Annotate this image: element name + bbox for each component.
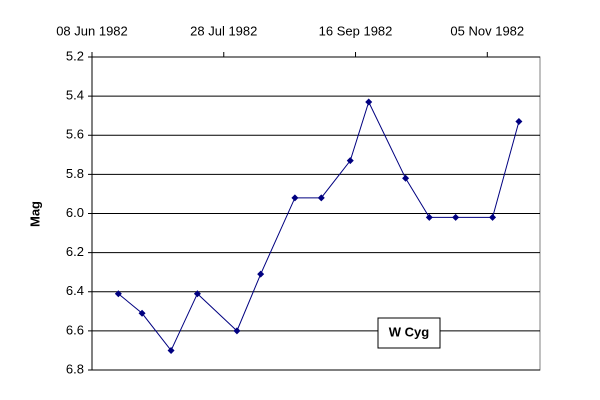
annotation: W Cyg — [389, 324, 430, 339]
series-line — [118, 100, 520, 352]
y-axis-label: Mag — [27, 201, 42, 227]
y-tick-label: 6.2 — [66, 244, 84, 259]
y-tick-label: 6.6 — [66, 322, 84, 337]
y-tick-label: 5.6 — [66, 127, 84, 142]
data-point — [167, 346, 175, 354]
data-point — [402, 174, 410, 182]
y-tick-label: 6.0 — [66, 205, 84, 220]
data-point — [291, 194, 299, 202]
data-point — [317, 194, 325, 202]
y-tick-label: 5.4 — [66, 88, 84, 103]
data-point — [138, 309, 146, 317]
data-point — [489, 213, 497, 221]
x-tick-label: 28 Jul 1982 — [190, 23, 257, 38]
x-tick-label: 16 Sep 1982 — [319, 23, 393, 38]
x-tick-label: 08 Jun 1982 — [56, 23, 128, 38]
data-point — [193, 290, 201, 298]
annotation-box — [377, 317, 441, 349]
data-point — [452, 213, 460, 221]
data-point — [257, 270, 265, 278]
data-point — [365, 98, 373, 106]
data-point — [114, 290, 122, 298]
data-point — [425, 213, 433, 221]
data-point — [233, 327, 241, 335]
data-point — [346, 157, 354, 165]
y-tick-label: 5.8 — [66, 166, 84, 181]
y-tick-label: 5.2 — [66, 48, 84, 63]
x-tick-label: 05 Nov 1982 — [450, 23, 524, 38]
y-tick-label: 6.4 — [66, 283, 84, 298]
data-point — [515, 118, 523, 126]
y-tick-label: 6.8 — [66, 361, 84, 376]
